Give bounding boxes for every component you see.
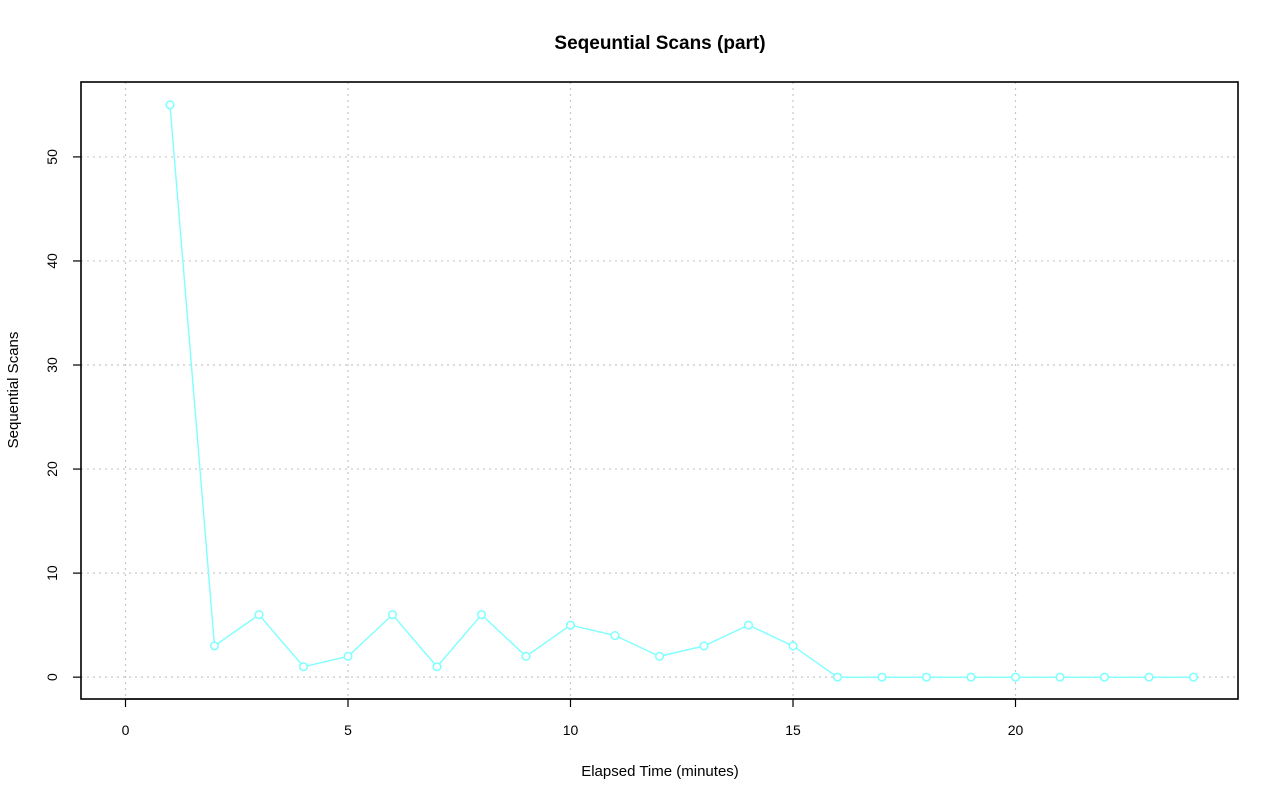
y-tick-label: 30 xyxy=(44,357,60,373)
data-series xyxy=(165,100,1199,682)
data-point xyxy=(743,620,754,630)
data-point xyxy=(298,662,309,672)
data-point xyxy=(343,651,353,661)
data-point xyxy=(699,641,709,651)
x-axis-label: Elapsed Time (minutes) xyxy=(581,763,739,780)
x-tick-label: 10 xyxy=(563,722,579,738)
y-tick-label: 40 xyxy=(44,253,60,269)
y-tick-label: 20 xyxy=(44,461,60,477)
data-point xyxy=(877,672,887,682)
data-point xyxy=(1188,672,1199,682)
series-line xyxy=(169,104,1194,678)
data-point xyxy=(966,672,976,682)
x-tick-label: 0 xyxy=(122,722,130,738)
y-tick-label: 10 xyxy=(44,565,60,581)
y-tick-label: 50 xyxy=(44,149,60,165)
gridlines xyxy=(81,82,1238,699)
data-point xyxy=(1010,672,1021,682)
axes: 0 5 10 15 20 0 10 20 30 40 50 xyxy=(44,149,1023,738)
data-point xyxy=(476,610,487,620)
data-point xyxy=(654,651,665,661)
data-point xyxy=(832,672,843,682)
data-point xyxy=(788,641,798,651)
data-point xyxy=(432,662,442,672)
y-axis-label: Sequential Scans xyxy=(5,332,22,449)
data-point xyxy=(921,672,932,682)
x-tick-label: 20 xyxy=(1008,722,1024,738)
data-point xyxy=(387,610,398,620)
y-tick-label: 0 xyxy=(44,673,60,681)
data-point xyxy=(610,630,620,641)
plot-frame xyxy=(80,81,1239,700)
data-point xyxy=(565,620,576,630)
data-point xyxy=(254,610,264,620)
data-point xyxy=(1144,672,1154,682)
data-point xyxy=(165,100,175,110)
x-tick-label: 5 xyxy=(344,722,352,738)
data-point xyxy=(1099,672,1110,682)
data-point xyxy=(209,641,220,651)
x-tick-label: 15 xyxy=(785,722,801,738)
data-point xyxy=(1055,672,1065,682)
chart-title: Seqeuntial Scans (part) xyxy=(554,33,765,54)
data-point xyxy=(521,651,531,661)
